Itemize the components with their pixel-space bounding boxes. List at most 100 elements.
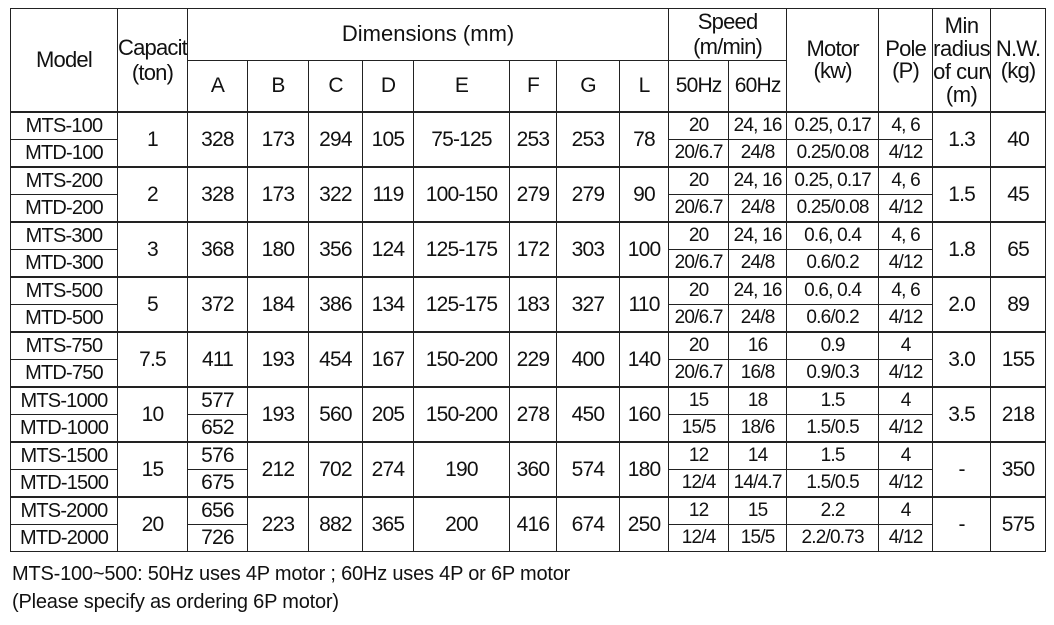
dimension-cell: 125-175 xyxy=(413,275,510,333)
dimension-cell: 274 xyxy=(362,440,414,498)
motor-cell: 0.25, 0.17 xyxy=(786,165,880,195)
dimension-cell: 303 xyxy=(556,220,620,278)
speed-50hz-cell: 20/6.7 xyxy=(668,358,730,388)
pole-cell: 4/12 xyxy=(878,413,934,443)
dimension-cell: 212 xyxy=(247,440,309,498)
model-cell: MTD-200 xyxy=(10,193,118,223)
dimension-cell: 180 xyxy=(618,440,670,498)
motor-cell: 0.6/0.2 xyxy=(786,248,880,278)
speed-60hz-cell: 18/6 xyxy=(728,413,788,443)
speed-60hz-cell: 24, 16 xyxy=(728,220,788,250)
radius-cell: 1.8 xyxy=(932,220,992,278)
speed-60hz-cell: 24, 16 xyxy=(728,110,788,140)
model-cell: MTS-1000 xyxy=(10,385,118,415)
dimension-cell: 150-200 xyxy=(413,385,510,443)
speed-50hz-cell: 20/6.7 xyxy=(668,138,730,168)
note: MTS-100~500: 50Hz uses 4P motor ; 60Hz u… xyxy=(12,563,571,585)
model-cell: MTS-1500 xyxy=(10,440,118,470)
speed-60hz-cell: 24/8 xyxy=(728,193,788,223)
weight-cell: 155 xyxy=(990,330,1047,388)
model-cell: MTD-300 xyxy=(10,248,118,278)
dimension-cell: 90 xyxy=(618,165,670,223)
radius-cell: 1.3 xyxy=(932,110,992,168)
speed-50hz-cell: 20 xyxy=(668,165,730,195)
text-line: Min xyxy=(944,12,979,38)
radius-cell: - xyxy=(932,440,992,498)
capacity-cell: 7.5 xyxy=(117,330,188,388)
capacity-cell: 5 xyxy=(117,275,188,333)
dimension-cell: 576 xyxy=(187,440,248,470)
weight-cell: 89 xyxy=(990,275,1047,333)
spec-table: ModelCapacity(ton)Dimensions (mm)Speed(m… xyxy=(10,7,1047,552)
dimension-cell: 125-175 xyxy=(413,220,510,278)
text-line: (kw) xyxy=(813,57,852,83)
model-cell: MTD-2000 xyxy=(10,523,118,552)
dimension-cell: 416 xyxy=(509,495,557,552)
dimension-cell: 223 xyxy=(247,495,309,552)
speed-60hz-cell: 16/8 xyxy=(728,358,788,388)
text-line: Speed xyxy=(697,9,758,34)
dimension-cell: 368 xyxy=(187,220,248,278)
text-line: Pole xyxy=(885,35,927,61)
speed-60hz-cell: 15 xyxy=(728,495,788,525)
motor-cell: 0.6/0.2 xyxy=(786,303,880,333)
header-cell: B xyxy=(247,59,309,113)
table-row: MTD-200 20/6.7 24/8 0.25/0.08 4/12 xyxy=(10,193,1046,223)
dimension-cell: 279 xyxy=(556,165,620,223)
table-row: MTS-1000 10 577 193 560 205 150-200 278 450 160 15… xyxy=(10,385,1047,443)
dimension-cell: 190 xyxy=(413,440,510,498)
dimension-cell: 200 xyxy=(413,495,510,552)
motor-cell: 0.9/0.3 xyxy=(786,358,880,388)
speed-50hz-cell: 20/6.7 xyxy=(668,248,730,278)
radius-cell: - xyxy=(932,495,992,552)
table-row: MTS-1500 15 576 212 702 274 190 360 574 180 12 14 1.… xyxy=(10,440,1047,498)
table-row: MTD-1500 675 12/4 14/4.7 1.5/0.5 4/12 xyxy=(10,468,1046,498)
motor-cell: 2.2 xyxy=(786,495,880,525)
radius-cell: 3.0 xyxy=(932,330,992,388)
capacity-cell: 20 xyxy=(117,495,188,552)
speed-50hz-cell: 20 xyxy=(668,110,730,140)
motor-cell: 0.9 xyxy=(786,330,880,360)
header-cell: 60Hz xyxy=(728,59,788,113)
speed-50hz-cell: 20 xyxy=(668,220,730,250)
dimension-cell: 411 xyxy=(187,330,248,388)
motor-cell: 1.5 xyxy=(786,440,880,470)
speed-50hz-cell: 12 xyxy=(668,440,730,470)
model-cell: MTS-2000 xyxy=(10,495,118,525)
dimension-cell: 674 xyxy=(556,495,620,552)
capacity-cell: 1 xyxy=(117,110,188,168)
pole-cell: 4/12 xyxy=(878,248,934,278)
table-row: MTS-750 7.5 411 193 454 167 150-200 229 400 140 20… xyxy=(10,330,1047,388)
header-cell: Capacity(ton) xyxy=(117,7,188,113)
pole-cell: 4, 6 xyxy=(878,275,934,305)
speed-50hz-cell: 20 xyxy=(668,330,730,360)
pole-cell: 4 xyxy=(878,495,934,525)
model-cell: MTD-1500 xyxy=(10,468,118,498)
dimension-cell: 278 xyxy=(509,385,557,443)
dimension-cell: 322 xyxy=(308,165,363,223)
dimension-cell: 100 xyxy=(618,220,670,278)
table-row: MTD-100 20/6.7 24/8 0.25/0.08 4/12 xyxy=(10,138,1046,168)
dimension-cell: 229 xyxy=(509,330,557,388)
header-cell: A xyxy=(187,59,248,113)
speed-50hz-cell: 15 xyxy=(668,385,730,415)
motor-cell: 1.5 xyxy=(786,385,880,415)
dimension-cell: 294 xyxy=(308,110,363,168)
model-cell: MTD-750 xyxy=(10,358,118,388)
dimension-cell: 250 xyxy=(618,495,670,552)
dimension-cell: 726 xyxy=(187,523,248,552)
speed-60hz-cell: 14 xyxy=(728,440,788,470)
radius-cell: 2.0 xyxy=(932,275,992,333)
header-cell: N.W. (kg) xyxy=(990,7,1047,113)
capacity-cell: 10 xyxy=(117,385,188,443)
model-cell: MTS-500 xyxy=(10,275,118,305)
weight-cell: 65 xyxy=(990,220,1047,278)
pole-cell: 4, 6 xyxy=(878,110,934,140)
pole-cell: 4/12 xyxy=(878,303,934,333)
dimension-cell: 327 xyxy=(556,275,620,333)
dimension-cell: 180 xyxy=(247,220,309,278)
text-line: (P) xyxy=(892,57,920,83)
pole-cell: 4/12 xyxy=(878,358,934,388)
table-row: MTS-300 3 368 180 356 124 125-175 172 303 100 20 24… xyxy=(10,220,1047,278)
header-cell: L xyxy=(618,59,670,113)
